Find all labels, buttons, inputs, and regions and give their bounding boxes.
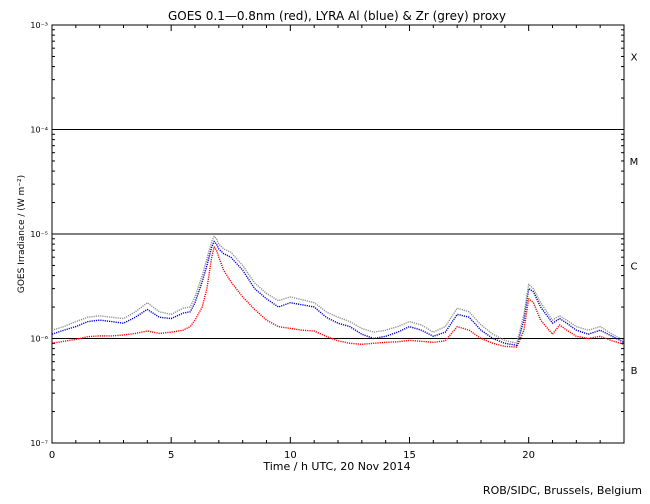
series-layer <box>51 235 625 348</box>
y-axis: 10⁻⁷ 10⁻⁶ 10⁻⁵ 10⁻⁴ 10⁻³ <box>30 21 624 448</box>
chart-title: GOES 0.1—0.8nm (red), LYRA Al (blue) & Z… <box>168 9 506 23</box>
credit-text: ROB/SIDC, Brussels, Belgium <box>483 484 642 497</box>
x-tick-label-2: 10 <box>284 450 297 461</box>
x-tick-label-4: 20 <box>522 450 535 461</box>
flare-class-label-b: B <box>631 366 638 377</box>
series-line-1 <box>51 240 625 346</box>
x-axis-label: Time / h UTC, 20 Nov 2014 <box>262 460 410 473</box>
series-line-2 <box>51 235 625 344</box>
x-axis: 0 5 10 15 20 <box>49 25 625 461</box>
flare-class-label-x: X <box>631 52 638 63</box>
x-tick-label-1: 5 <box>168 450 174 461</box>
x-tick-label-3: 15 <box>403 450 416 461</box>
y-tick-label-1: 10⁻⁶ <box>30 335 48 344</box>
flare-class-label-c: C <box>631 261 638 272</box>
flare-class-lines <box>52 129 624 339</box>
flare-class-labels: X M C B <box>630 52 639 377</box>
y-tick-label-3: 10⁻⁴ <box>30 126 48 135</box>
y-tick-label-2: 10⁻⁵ <box>30 230 48 239</box>
flare-class-label-m: M <box>630 157 639 168</box>
x-tick-label-0: 0 <box>49 450 55 461</box>
y-tick-label-0: 10⁻⁷ <box>30 439 48 448</box>
y-axis-label: GOES Irradiance / (W m⁻²) <box>17 175 27 293</box>
series-line-0 <box>51 246 625 348</box>
y-tick-label-4: 10⁻³ <box>30 21 48 30</box>
